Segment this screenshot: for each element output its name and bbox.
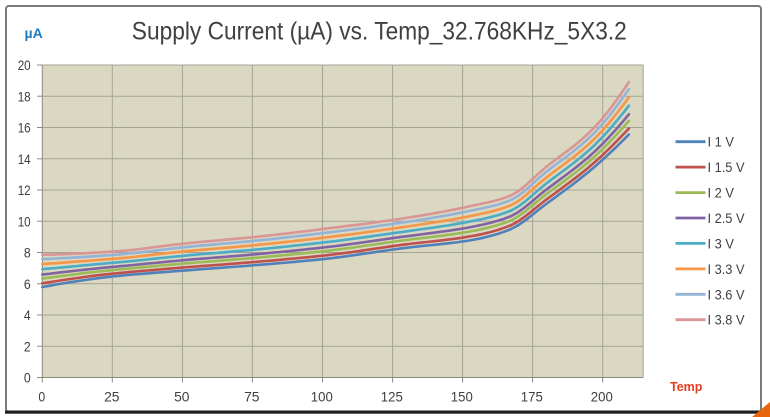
svg-text:I 1 V: I 1 V xyxy=(708,134,735,150)
svg-text:50: 50 xyxy=(174,388,190,404)
svg-text:100: 100 xyxy=(311,388,333,404)
svg-text:I 2 V: I 2 V xyxy=(708,185,735,201)
svg-text:I 3 V: I 3 V xyxy=(708,235,735,251)
svg-text:µA: µA xyxy=(25,25,43,41)
svg-text:Supply Current (µA) vs. Temp_3: Supply Current (µA) vs. Temp_32.768KHz_5… xyxy=(132,17,627,45)
svg-text:75: 75 xyxy=(244,388,260,404)
svg-text:I 3.3 V: I 3.3 V xyxy=(708,261,746,277)
svg-text:8: 8 xyxy=(24,245,31,261)
svg-text:Temp: Temp xyxy=(670,380,703,394)
svg-text:200: 200 xyxy=(591,388,613,404)
svg-text:175: 175 xyxy=(521,388,543,404)
svg-text:12: 12 xyxy=(18,182,31,198)
svg-text:I 3.8 V: I 3.8 V xyxy=(708,312,746,328)
svg-text:125: 125 xyxy=(381,388,403,404)
svg-text:16: 16 xyxy=(18,120,31,136)
svg-text:0: 0 xyxy=(24,370,31,386)
svg-text:10: 10 xyxy=(18,213,31,229)
svg-text:I 1.5 V: I 1.5 V xyxy=(708,159,746,175)
svg-text:20: 20 xyxy=(18,57,31,73)
svg-text:I 3.6 V: I 3.6 V xyxy=(708,286,746,302)
svg-text:25: 25 xyxy=(104,388,120,404)
svg-text:14: 14 xyxy=(18,151,31,167)
svg-text:18: 18 xyxy=(18,89,31,105)
svg-text:6: 6 xyxy=(24,276,31,292)
svg-text:150: 150 xyxy=(451,388,473,404)
svg-text:0: 0 xyxy=(38,388,45,404)
svg-text:I 2.5 V: I 2.5 V xyxy=(708,210,746,226)
svg-text:4: 4 xyxy=(24,307,31,323)
svg-text:2: 2 xyxy=(24,338,31,354)
